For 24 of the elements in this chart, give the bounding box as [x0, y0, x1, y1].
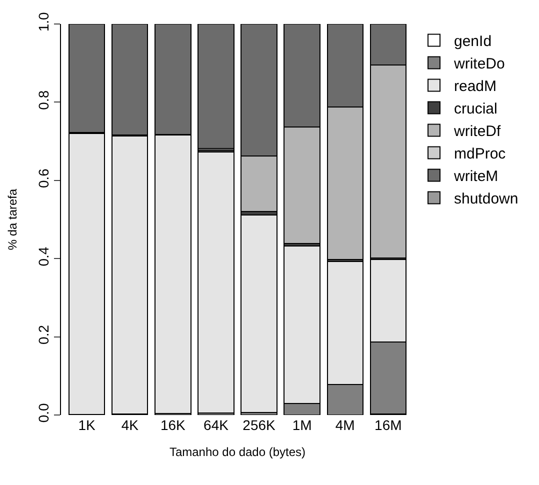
y-axis-title: % da tarefa — [6, 188, 20, 250]
legend-label: crucial — [454, 100, 498, 118]
x-tick-label: 64K — [204, 417, 230, 433]
legend-label: writeDo — [453, 56, 505, 73]
legend-label: writeDf — [453, 123, 502, 140]
x-tick-label: 4M — [335, 417, 355, 433]
x-tick-label: 16K — [160, 417, 186, 433]
legend-label: readM — [454, 78, 497, 96]
x-tick-label: 1K — [78, 417, 96, 433]
legend-label: shutdown — [454, 190, 518, 208]
y-tick-label: 0.2 — [35, 324, 52, 344]
y-tick-label: 1.0 — [35, 12, 52, 32]
legend-label: writeM — [453, 168, 498, 186]
x-tick-label: 4K — [121, 417, 140, 433]
x-tick-label: 256K — [242, 417, 276, 433]
y-tick-label: 0.4 — [35, 246, 52, 266]
x-tick-label: 16M — [374, 417, 402, 433]
y-tick-label: 0.8 — [35, 90, 52, 110]
x-axis-title: Tamanho do dado (bytes) — [169, 444, 306, 459]
legend-label: genId — [454, 33, 492, 50]
y-tick-label: 0.6 — [35, 168, 52, 188]
x-tick-label: 1M — [292, 417, 312, 433]
y-tick-label: 0.0 — [35, 402, 52, 423]
legend-label: mdProc — [454, 146, 506, 163]
